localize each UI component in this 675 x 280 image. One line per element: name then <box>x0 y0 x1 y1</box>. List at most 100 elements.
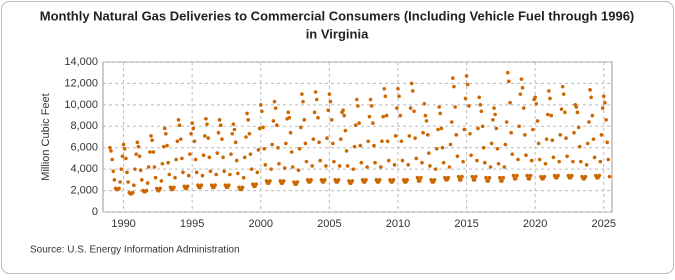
data-point <box>577 144 582 149</box>
data-point <box>310 164 315 168</box>
data-point <box>178 137 183 141</box>
data-point <box>343 128 348 133</box>
data-point <box>591 137 596 141</box>
data-point <box>560 84 565 89</box>
data-point <box>547 89 551 93</box>
data-point <box>558 133 563 137</box>
data-point <box>270 142 274 147</box>
data-point <box>551 155 556 160</box>
data-point <box>383 94 388 99</box>
data-point <box>122 146 127 151</box>
data-point <box>459 178 463 182</box>
data-point <box>438 111 443 116</box>
data-point <box>137 154 142 159</box>
data-point <box>263 163 268 167</box>
data-point <box>125 170 129 175</box>
data-point <box>352 144 357 149</box>
data-point <box>188 152 192 156</box>
data-point <box>242 155 247 160</box>
data-point <box>393 134 398 138</box>
data-point <box>399 139 404 144</box>
data-point <box>515 173 519 178</box>
data-point <box>328 99 333 104</box>
data-point <box>118 180 122 184</box>
data-point <box>208 169 213 174</box>
data-point <box>166 160 170 165</box>
data-point <box>598 159 603 164</box>
data-point <box>271 119 276 123</box>
data-point <box>433 167 438 171</box>
data-point <box>504 120 509 124</box>
data-point <box>359 160 364 165</box>
x-tick-label: 2020 <box>523 218 547 230</box>
data-point <box>247 131 252 136</box>
data-point <box>559 107 564 111</box>
data-point <box>447 165 452 169</box>
data-point <box>452 84 456 89</box>
data-point <box>191 126 196 131</box>
data-point <box>158 186 163 191</box>
data-point <box>304 159 309 164</box>
data-point <box>516 157 520 162</box>
data-point <box>186 173 191 178</box>
data-point <box>384 113 389 118</box>
data-point <box>172 185 176 190</box>
data-point <box>524 153 528 158</box>
data-point <box>312 110 317 115</box>
source-note: Source: U.S. Energy Information Administ… <box>30 245 240 256</box>
data-point <box>381 114 385 119</box>
data-point <box>190 121 194 125</box>
data-point <box>409 81 414 86</box>
data-point <box>288 130 293 135</box>
data-point <box>200 173 205 178</box>
data-point <box>289 150 294 154</box>
data-point <box>110 157 114 162</box>
data-point <box>234 158 239 163</box>
data-point <box>407 134 412 138</box>
x-tick-label: 1990 <box>111 218 135 230</box>
data-point <box>258 103 263 107</box>
data-point <box>299 125 303 130</box>
data-point <box>417 179 422 183</box>
data-point <box>214 172 218 177</box>
data-point <box>476 126 480 131</box>
data-point <box>213 183 217 188</box>
data-point <box>408 106 413 110</box>
data-point <box>428 164 432 168</box>
data-point <box>576 125 581 130</box>
data-point <box>120 154 125 159</box>
data-point <box>220 137 224 141</box>
data-point <box>557 159 561 164</box>
data-point <box>367 114 372 119</box>
data-point <box>148 150 152 154</box>
data-point <box>112 178 117 182</box>
data-point <box>228 172 232 177</box>
data-point <box>395 106 399 110</box>
data-point <box>241 175 246 180</box>
data-point <box>318 158 322 163</box>
data-point <box>575 110 580 115</box>
y-tick-label: 6,000 <box>70 142 98 154</box>
data-point <box>488 165 493 169</box>
data-point <box>282 166 287 170</box>
data-point <box>201 153 206 158</box>
data-point <box>240 185 245 190</box>
data-point <box>440 145 445 150</box>
data-point <box>316 115 320 120</box>
data-point <box>601 94 606 99</box>
data-point <box>149 134 153 138</box>
data-point <box>584 163 589 167</box>
data-point <box>509 130 513 135</box>
data-point <box>535 119 540 123</box>
data-point <box>502 165 507 169</box>
data-point <box>475 158 479 163</box>
data-point <box>396 86 400 91</box>
data-point <box>326 108 331 113</box>
data-point <box>484 175 488 180</box>
data-point <box>461 159 465 164</box>
data-point <box>296 168 301 173</box>
data-point <box>144 188 149 193</box>
x-tick-label: 1995 <box>180 218 204 230</box>
data-point <box>140 178 144 182</box>
data-point <box>165 143 169 148</box>
